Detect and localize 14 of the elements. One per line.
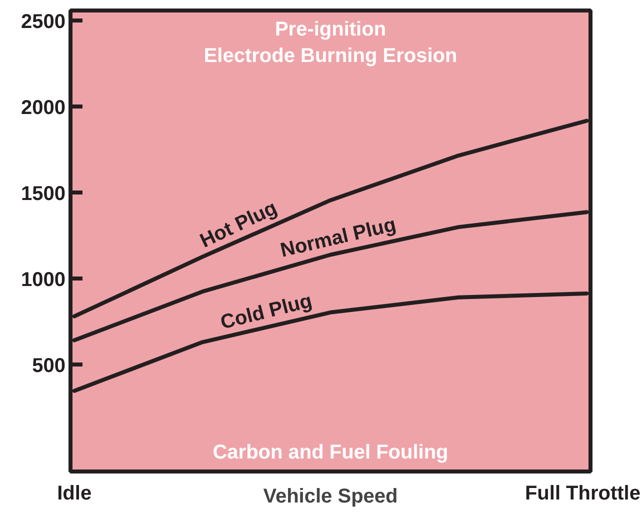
annotation: Carbon and Fuel Fouling: [212, 442, 448, 464]
x-tick-label: Full Throttle: [524, 482, 641, 504]
y-tick-label: 500: [32, 354, 66, 377]
text: Hot Plug: [196, 197, 281, 252]
line-series: [72, 291, 589, 393]
y-tick-label: 2000: [21, 96, 66, 119]
annotation: Pre-ignition Electrode Burning Erosion: [204, 18, 458, 67]
y-tick-label: 1500: [21, 182, 66, 205]
text: Normal Plug: [278, 214, 398, 262]
text: Cold Plug: [218, 290, 314, 334]
y-tick-label: 2500: [21, 10, 66, 33]
x-tick-label: Idle: [57, 482, 92, 504]
x-axis-title: Vehicle Speed: [263, 486, 398, 508]
y-tick-label: 1000: [21, 268, 66, 291]
